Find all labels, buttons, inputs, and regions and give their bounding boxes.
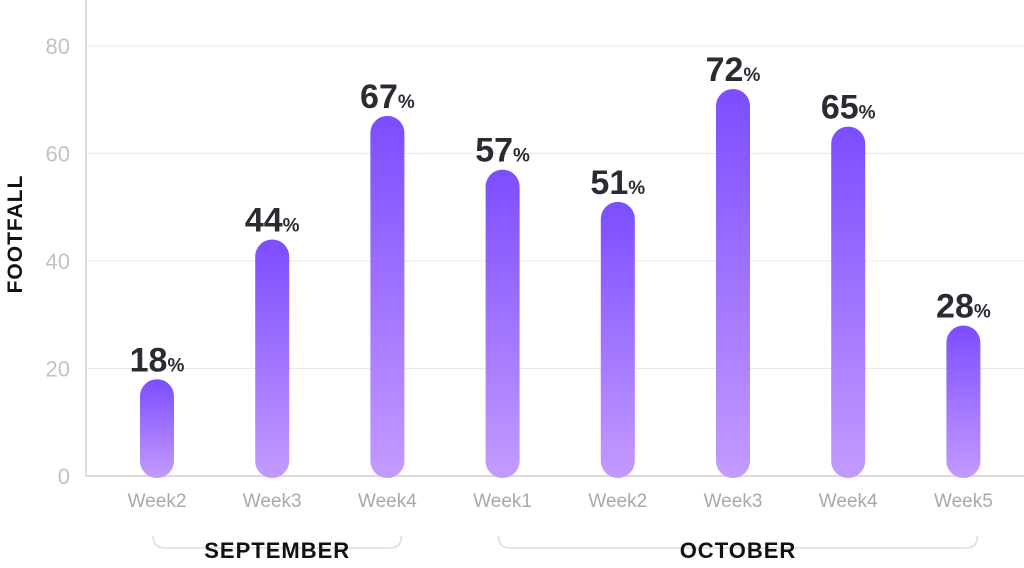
group-bracket xyxy=(152,535,403,549)
x-tick-label: Week2 xyxy=(588,491,647,512)
value-suffix: % xyxy=(398,92,415,113)
bar xyxy=(255,239,290,478)
value-label: 65% xyxy=(821,89,876,127)
bar xyxy=(946,325,981,478)
x-tick-label: Week4 xyxy=(819,491,878,512)
bar xyxy=(831,126,866,478)
value-label: 44% xyxy=(245,202,300,240)
bar xyxy=(370,115,405,478)
value-suffix: % xyxy=(974,302,991,323)
bar xyxy=(716,89,750,478)
y-tick-labels: 0 20 40 60 80 xyxy=(46,34,70,489)
grid xyxy=(86,45,1024,369)
x-tick-label: Week3 xyxy=(243,491,302,512)
value-suffix: % xyxy=(167,355,184,376)
y-tick-label: 40 xyxy=(46,249,70,274)
group-bracket xyxy=(497,535,979,549)
value-label: 28% xyxy=(936,288,991,326)
value-suffix: % xyxy=(513,146,530,167)
value-suffix: % xyxy=(859,103,876,124)
x-tick-label: Week4 xyxy=(358,491,417,512)
y-tick-label: 60 xyxy=(46,142,70,167)
value-number: 67 xyxy=(360,78,398,116)
group-label: OCTOBER xyxy=(680,538,797,563)
bars xyxy=(140,89,981,478)
value-labels: 18%44%67%57%51%72%65%28% xyxy=(130,51,991,379)
value-label: 72% xyxy=(706,51,761,89)
value-number: 72 xyxy=(706,51,744,89)
y-tick-label: 20 xyxy=(46,357,70,382)
value-number: 65 xyxy=(821,89,859,127)
bar xyxy=(485,169,520,478)
group-label: SEPTEMBER xyxy=(204,538,350,563)
value-number: 51 xyxy=(590,164,628,202)
x-tick-label: Week3 xyxy=(704,491,763,512)
category-labels: Week2 Week3 Week4 Week1 Week2 Week3 Week4 Week5 xyxy=(128,491,993,512)
value-number: 57 xyxy=(475,132,513,170)
y-tick-label: 0 xyxy=(58,464,70,489)
value-suffix: % xyxy=(283,216,300,237)
value-number: 44 xyxy=(245,202,283,240)
value-suffix: % xyxy=(628,178,645,199)
value-label: 57% xyxy=(475,132,530,170)
x-tick-label: Week2 xyxy=(128,491,187,512)
y-axis-title: FOOTFALL xyxy=(4,175,27,294)
bar xyxy=(140,379,174,478)
value-label: 67% xyxy=(360,78,415,116)
axes xyxy=(85,0,1024,477)
x-tick-label: Week5 xyxy=(934,491,993,512)
x-tick-label: Week1 xyxy=(473,491,532,512)
value-number: 18 xyxy=(130,341,168,379)
group-labels: SEPTEMBER OCTOBER xyxy=(152,535,979,563)
y-tick-label: 80 xyxy=(46,34,70,59)
value-number: 28 xyxy=(936,288,974,326)
value-suffix: % xyxy=(743,65,760,86)
bar xyxy=(600,201,635,478)
value-label: 51% xyxy=(590,164,645,202)
value-label: 18% xyxy=(130,341,185,379)
